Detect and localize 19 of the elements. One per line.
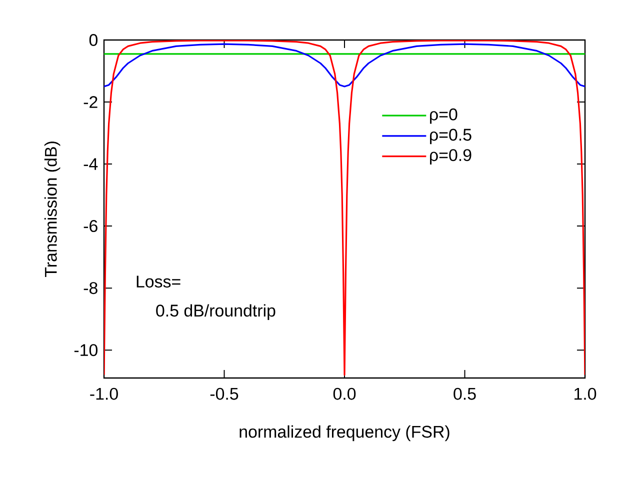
legend-label: ρ=0.9 [430,149,472,164]
legend-label: ρ=0.5 [430,128,472,144]
line-series [104,43,586,88]
y-tick-label: -4 [84,158,98,170]
x-tick-label: 1.0 [574,388,596,400]
y-tick-label: -10 [74,344,98,356]
y-axis-title: Transmission (dB) [44,142,60,278]
y-tick-label: 0 [89,34,98,46]
x-tick-label: -0.5 [210,388,238,400]
y-tick-label: -6 [84,220,98,232]
y-tick-label: -8 [84,282,98,294]
annotation: 0.5 dB/roundtrip [156,304,276,320]
annotation: Loss= [136,276,180,288]
x-tick-label: 0.5 [454,388,476,400]
x-tick-label: 0.0 [333,388,356,400]
x-tick-label: -1.0 [90,388,118,400]
x-axis-title: normalized frequency (FSR) [240,425,450,442]
y-tick-label: -2 [84,96,98,108]
legend-label: ρ=0 [430,108,458,124]
